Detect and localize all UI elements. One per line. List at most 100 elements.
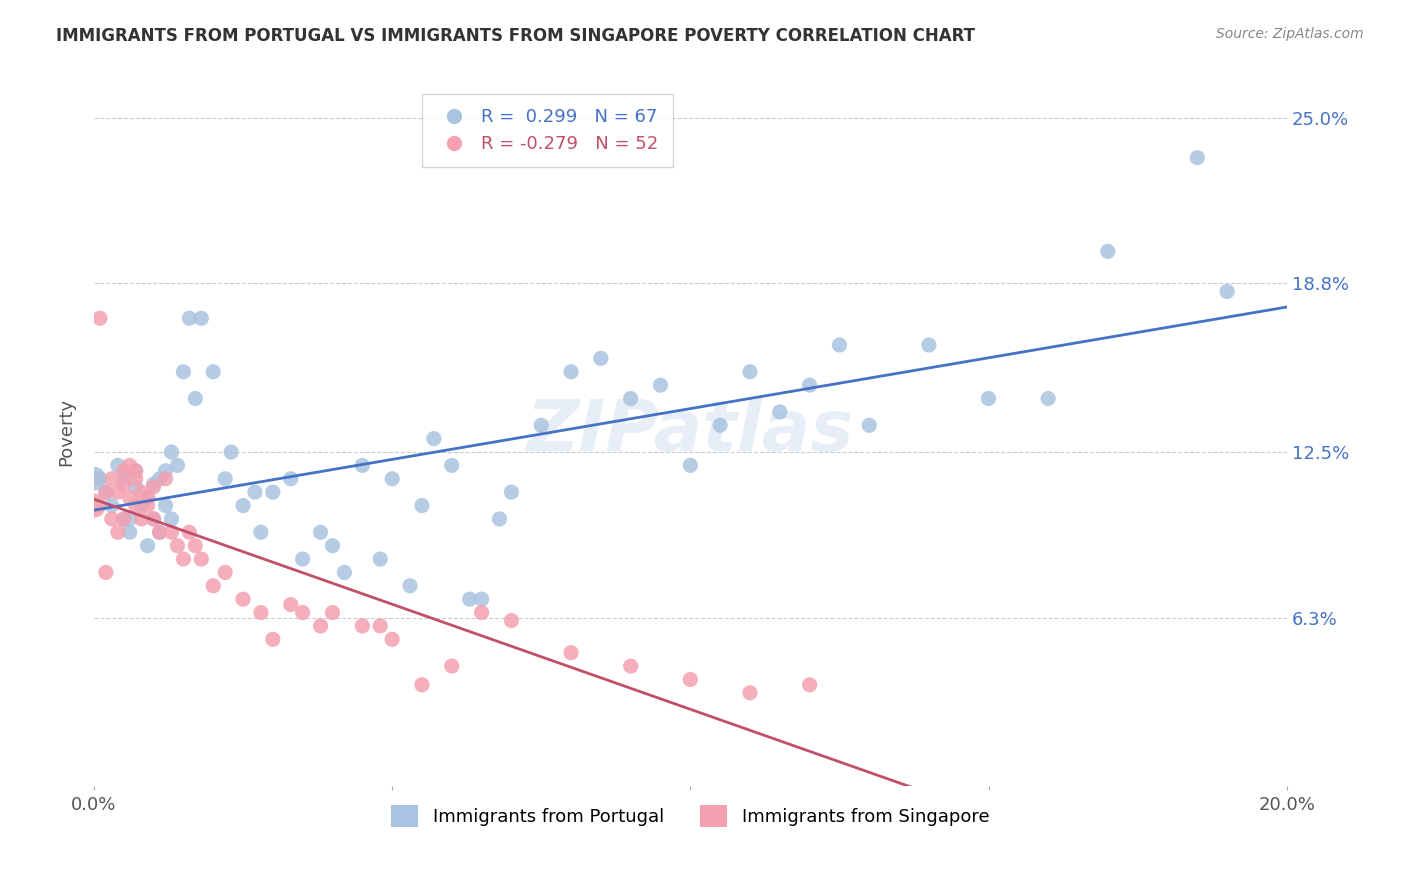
Point xyxy=(918,338,941,352)
Point xyxy=(94,485,117,500)
Point xyxy=(124,464,146,478)
Point xyxy=(219,445,242,459)
Point xyxy=(89,472,111,486)
Point xyxy=(107,525,129,540)
Point xyxy=(589,351,612,366)
Legend: Immigrants from Portugal, Immigrants from Singapore: Immigrants from Portugal, Immigrants fro… xyxy=(384,797,997,834)
Point xyxy=(124,464,146,478)
Point xyxy=(368,552,391,566)
Point xyxy=(94,566,117,580)
Point xyxy=(160,525,183,540)
Point xyxy=(142,512,165,526)
Point xyxy=(501,614,523,628)
Point xyxy=(142,477,165,491)
Point xyxy=(738,686,761,700)
Point xyxy=(262,632,284,647)
Point xyxy=(172,552,194,566)
Point xyxy=(679,673,702,687)
Point xyxy=(1216,285,1239,299)
Point xyxy=(799,378,821,392)
Point xyxy=(202,365,225,379)
Text: ZIPatlas: ZIPatlas xyxy=(527,398,853,467)
Point xyxy=(411,678,433,692)
Point xyxy=(858,418,880,433)
Point xyxy=(172,365,194,379)
Point xyxy=(89,311,111,326)
Point xyxy=(309,525,332,540)
Point xyxy=(179,525,201,540)
Point xyxy=(214,472,236,486)
Point xyxy=(530,418,553,433)
Point xyxy=(291,606,314,620)
Point xyxy=(160,445,183,459)
Point xyxy=(166,458,188,473)
Point xyxy=(423,432,446,446)
Point xyxy=(560,646,582,660)
Point xyxy=(131,512,153,526)
Point xyxy=(101,472,124,486)
Point xyxy=(368,619,391,633)
Point xyxy=(118,512,141,526)
Point xyxy=(471,592,494,607)
Point xyxy=(160,512,183,526)
Point xyxy=(352,458,374,473)
Point xyxy=(620,659,643,673)
Point xyxy=(399,579,422,593)
Point xyxy=(501,485,523,500)
Point xyxy=(101,512,124,526)
Point xyxy=(309,619,332,633)
Point xyxy=(131,499,153,513)
Point xyxy=(560,365,582,379)
Point xyxy=(291,552,314,566)
Point xyxy=(155,499,177,513)
Point xyxy=(620,392,643,406)
Point xyxy=(112,512,135,526)
Point xyxy=(166,539,188,553)
Y-axis label: Poverty: Poverty xyxy=(58,398,75,466)
Point xyxy=(124,499,146,513)
Text: Source: ZipAtlas.com: Source: ZipAtlas.com xyxy=(1216,27,1364,41)
Point xyxy=(1036,392,1059,406)
Point xyxy=(352,619,374,633)
Point xyxy=(155,472,177,486)
Point xyxy=(148,525,170,540)
Point xyxy=(101,499,124,513)
Point xyxy=(131,485,153,500)
Point xyxy=(94,485,117,500)
Point xyxy=(1097,244,1119,259)
Point xyxy=(118,458,141,473)
Point xyxy=(136,491,159,505)
Point xyxy=(250,525,273,540)
Point xyxy=(280,472,302,486)
Point xyxy=(112,464,135,478)
Point xyxy=(83,472,105,486)
Point xyxy=(458,592,481,607)
Point xyxy=(243,485,266,500)
Point xyxy=(262,485,284,500)
Text: IMMIGRANTS FROM PORTUGAL VS IMMIGRANTS FROM SINGAPORE POVERTY CORRELATION CHART: IMMIGRANTS FROM PORTUGAL VS IMMIGRANTS F… xyxy=(56,27,976,45)
Point xyxy=(828,338,851,352)
Point xyxy=(118,525,141,540)
Point xyxy=(136,539,159,553)
Point xyxy=(381,632,404,647)
Point xyxy=(184,392,207,406)
Point xyxy=(107,458,129,473)
Point xyxy=(83,472,105,486)
Point xyxy=(142,480,165,494)
Point xyxy=(488,512,510,526)
Point xyxy=(679,458,702,473)
Point xyxy=(977,392,1000,406)
Point xyxy=(769,405,792,419)
Point xyxy=(250,606,273,620)
Point xyxy=(232,592,254,607)
Point xyxy=(321,539,343,553)
Point xyxy=(107,485,129,500)
Point xyxy=(202,579,225,593)
Point xyxy=(333,566,356,580)
Point xyxy=(136,491,159,505)
Point xyxy=(650,378,672,392)
Point xyxy=(799,678,821,692)
Point xyxy=(1187,151,1209,165)
Point xyxy=(83,499,105,513)
Point xyxy=(112,477,135,491)
